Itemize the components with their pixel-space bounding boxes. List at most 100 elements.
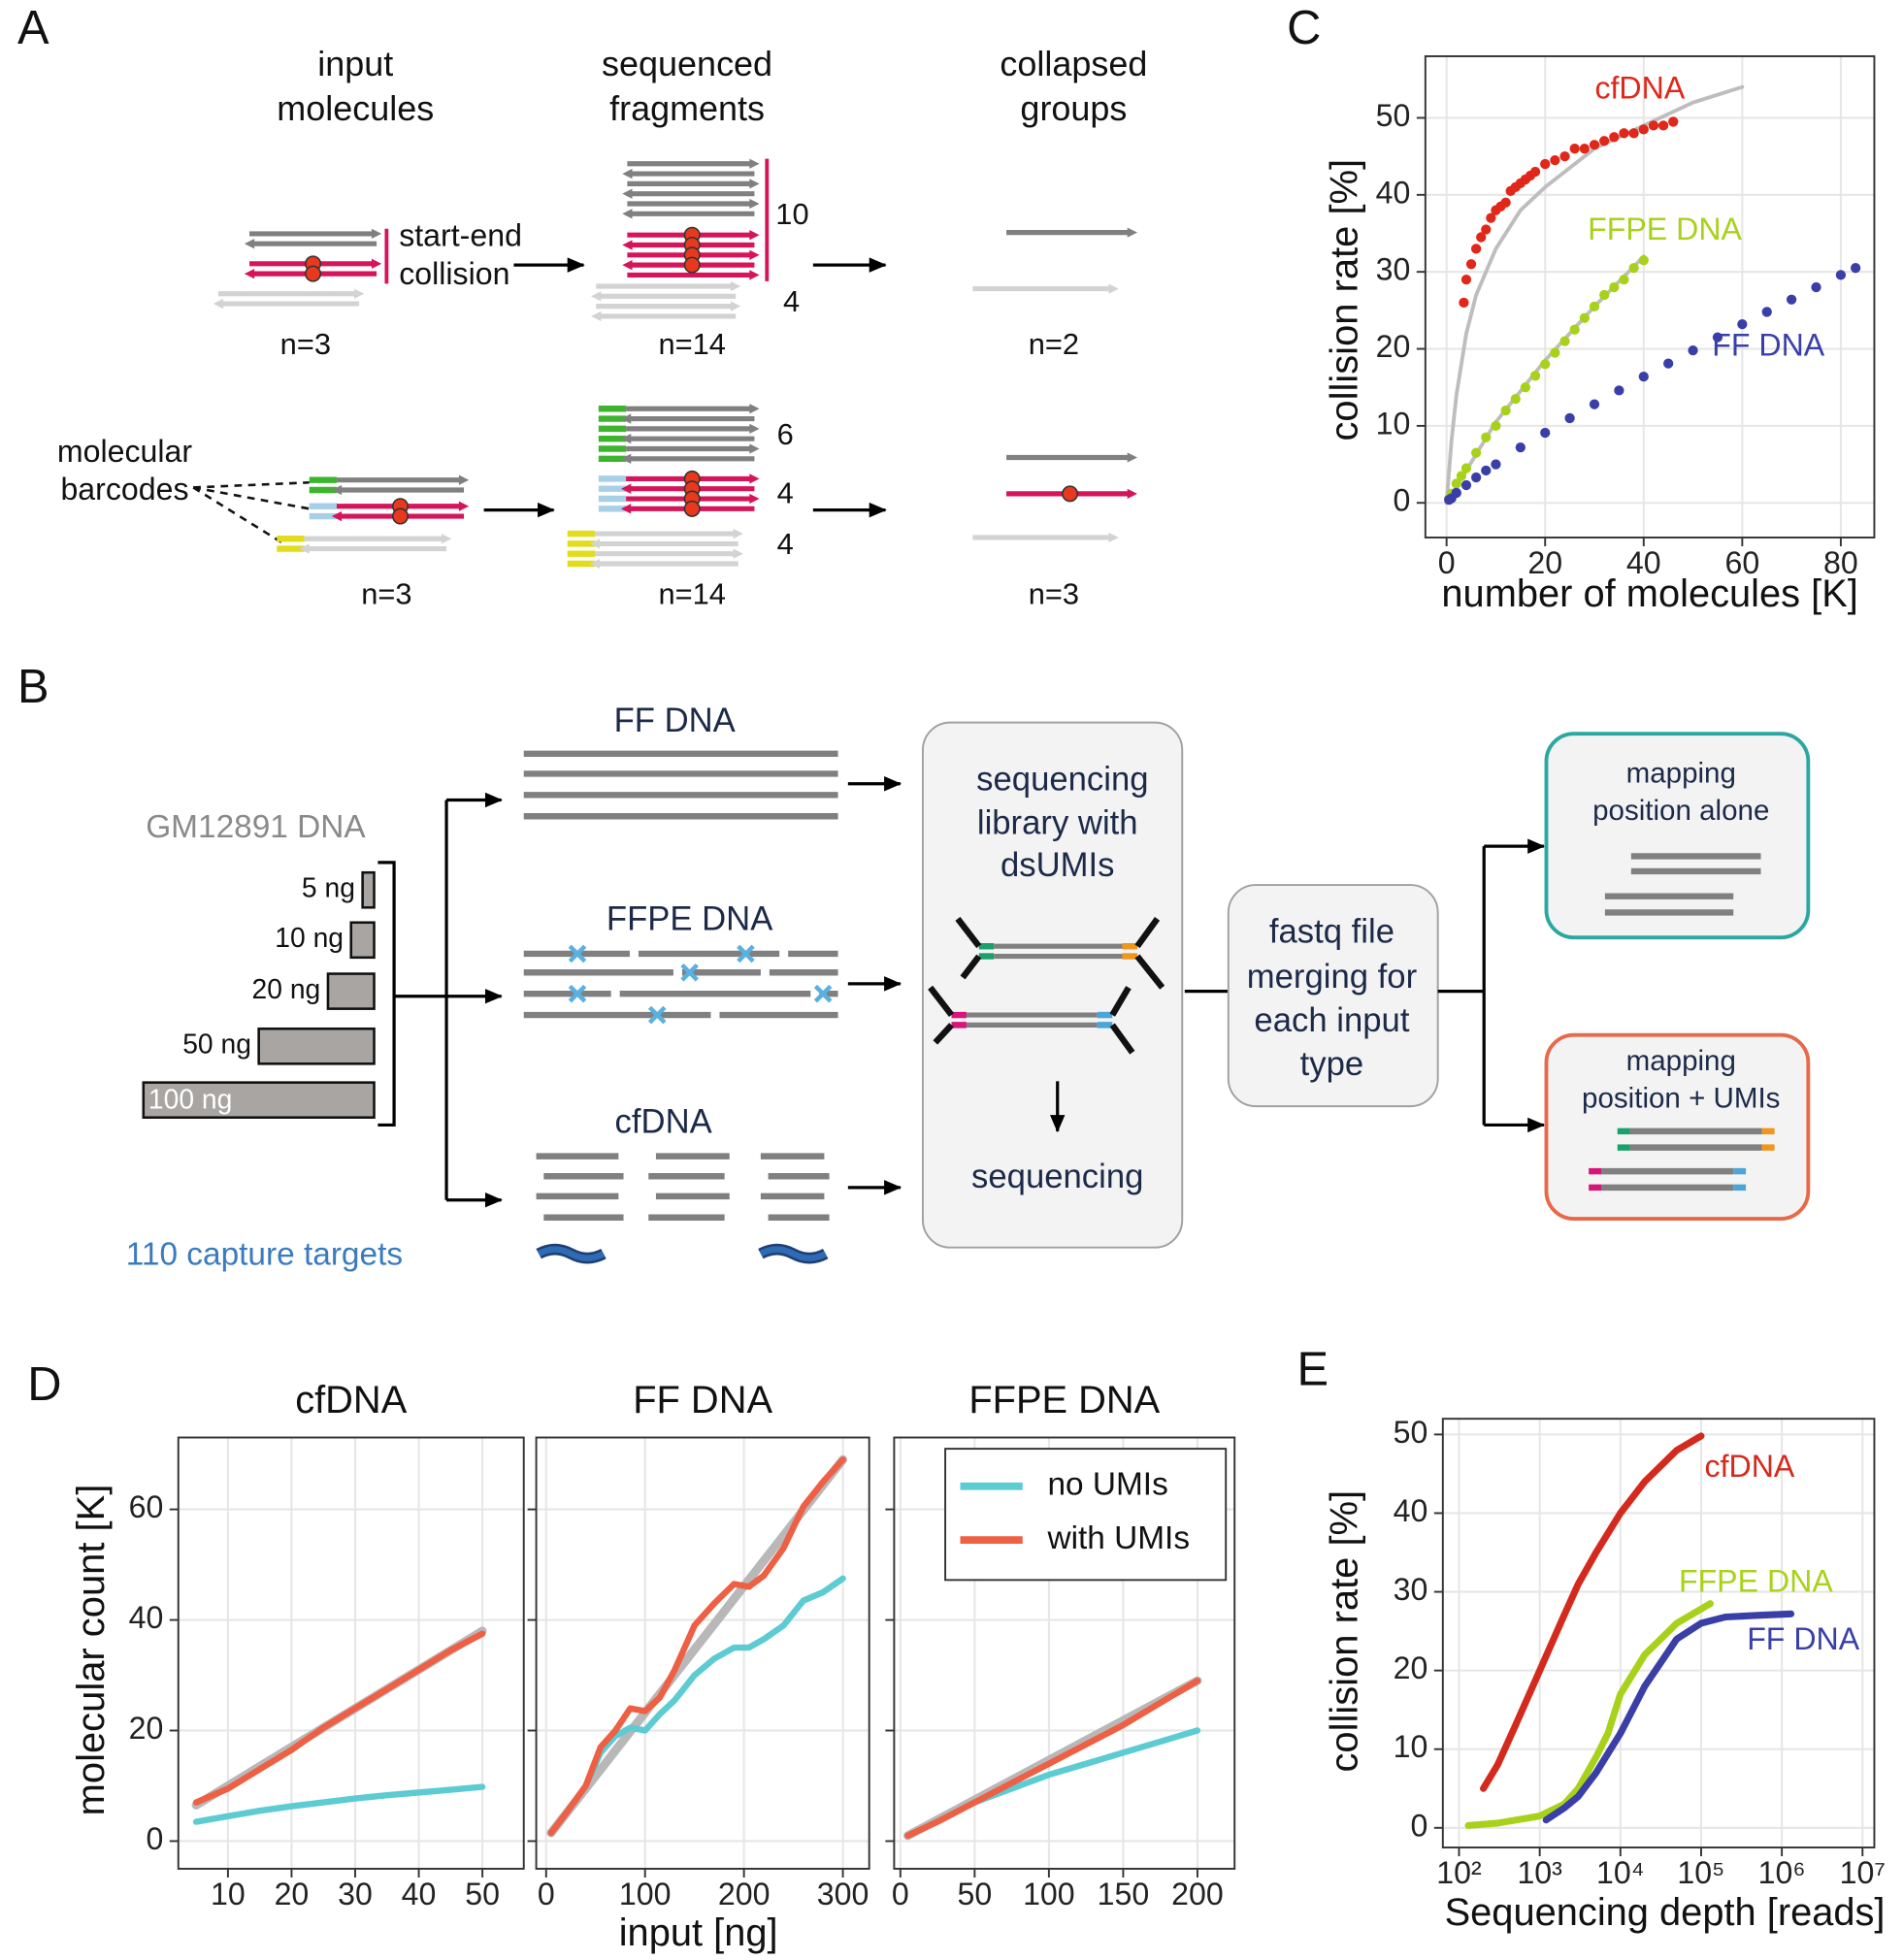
damage-mark bbox=[737, 944, 755, 964]
data-point bbox=[1619, 128, 1629, 139]
strand-head bbox=[1127, 452, 1137, 463]
data-point bbox=[1470, 244, 1482, 254]
legend-label: with UMIs bbox=[1046, 1520, 1190, 1556]
strand-head bbox=[733, 548, 743, 559]
y-tick-label: 40 bbox=[129, 1600, 164, 1635]
strand-head bbox=[622, 168, 633, 180]
data-point bbox=[1500, 197, 1511, 208]
data-point bbox=[1451, 478, 1461, 489]
x-tick-label: 80 bbox=[1823, 545, 1858, 580]
strand-head bbox=[1127, 227, 1137, 238]
x-tick-label: 10⁵ bbox=[1677, 1855, 1724, 1890]
strand-head bbox=[589, 539, 601, 549]
data-point bbox=[1638, 255, 1649, 266]
connector bbox=[394, 800, 448, 1200]
amount-bar bbox=[142, 1081, 376, 1119]
strand-head bbox=[244, 268, 255, 279]
y-tick-label: 0 bbox=[146, 1821, 163, 1856]
data-point bbox=[1559, 336, 1570, 346]
label: dsUMIs bbox=[1001, 847, 1115, 884]
strand-head bbox=[749, 198, 760, 210]
collision-dot bbox=[305, 265, 322, 282]
strand-head bbox=[331, 510, 343, 522]
x-tick-label: 10⁷ bbox=[1840, 1855, 1886, 1890]
x-tick-label: 10⁴ bbox=[1596, 1855, 1645, 1890]
capture-probe bbox=[759, 1246, 828, 1261]
data-point bbox=[1668, 116, 1679, 127]
label: n=2 bbox=[1029, 327, 1079, 361]
plot-border bbox=[1441, 1418, 1876, 1849]
y-tick-label: 60 bbox=[129, 1489, 164, 1524]
strand-head bbox=[731, 280, 741, 292]
strand-head bbox=[749, 443, 760, 454]
x-tick-label: 10² bbox=[1436, 1855, 1482, 1890]
y-tick-label: 30 bbox=[1394, 1572, 1428, 1607]
series-line bbox=[1480, 1432, 1705, 1792]
data-point bbox=[1540, 427, 1551, 439]
plot-border bbox=[1424, 55, 1876, 539]
strand-head bbox=[622, 259, 633, 271]
facet-title: FFPE DNA bbox=[968, 1379, 1160, 1421]
x-tick-label: 200 bbox=[718, 1877, 771, 1911]
data-point bbox=[1540, 158, 1551, 170]
series-label: FF DNA bbox=[1712, 328, 1825, 363]
panel-label: C bbox=[1287, 2, 1321, 54]
x-tick-label: 0 bbox=[538, 1877, 555, 1911]
column-header: groups bbox=[1020, 88, 1127, 128]
data-point bbox=[1491, 420, 1501, 432]
strand-head bbox=[591, 310, 602, 322]
series-line bbox=[192, 1630, 486, 1806]
plot-background bbox=[536, 1437, 869, 1869]
data-point bbox=[1486, 212, 1496, 223]
x-axis-title: input [ng] bbox=[619, 1911, 778, 1954]
y-tick-label: 0 bbox=[1411, 1808, 1428, 1843]
y-tick-label: 40 bbox=[1394, 1493, 1428, 1528]
strand-head bbox=[591, 291, 602, 302]
amount-bar bbox=[349, 921, 376, 960]
data-point bbox=[1663, 358, 1674, 369]
strand-head bbox=[1108, 283, 1119, 294]
label: cfDNA bbox=[615, 1103, 713, 1140]
data-point bbox=[1529, 166, 1541, 178]
data-point bbox=[1529, 371, 1541, 381]
data-point bbox=[1609, 281, 1620, 293]
data-point bbox=[1569, 144, 1580, 154]
x-tick-label: 20 bbox=[275, 1877, 310, 1911]
strand-head bbox=[749, 249, 760, 260]
strand-head bbox=[371, 228, 382, 240]
series-line bbox=[547, 1456, 846, 1837]
amount-label: 50 ng bbox=[182, 1029, 251, 1060]
data-point bbox=[1614, 385, 1624, 396]
label: n=3 bbox=[361, 577, 411, 611]
shape bbox=[192, 486, 310, 510]
strand-head bbox=[749, 404, 760, 414]
box bbox=[1227, 884, 1439, 1108]
data-point bbox=[1786, 294, 1797, 305]
data-point bbox=[1559, 150, 1570, 162]
y-axis-title: molecular count [K] bbox=[70, 1485, 113, 1816]
label: 10 bbox=[775, 197, 808, 231]
data-point bbox=[1638, 124, 1649, 135]
data-point bbox=[1481, 432, 1492, 442]
data-point bbox=[1470, 472, 1482, 483]
plot-background bbox=[178, 1437, 524, 1869]
data-point bbox=[1688, 344, 1698, 356]
data-point bbox=[1550, 347, 1560, 358]
y-axis-title: collision rate [%] bbox=[1323, 159, 1365, 441]
label: n=14 bbox=[658, 327, 725, 361]
damage-mark bbox=[680, 963, 699, 982]
data-point bbox=[1550, 154, 1560, 166]
label: collision bbox=[399, 256, 509, 291]
strand-head bbox=[1127, 488, 1137, 500]
data-point bbox=[1491, 459, 1501, 470]
label: merging for bbox=[1247, 959, 1417, 996]
strand-head bbox=[331, 484, 343, 496]
x-tick-label: 50 bbox=[465, 1877, 500, 1911]
amount-label: 100 ng bbox=[148, 1083, 232, 1114]
data-point bbox=[1465, 259, 1477, 270]
y-tick-label: 10 bbox=[1394, 1729, 1428, 1764]
label: 6 bbox=[777, 417, 794, 451]
x-tick-label: 10³ bbox=[1517, 1855, 1562, 1890]
data-point bbox=[1481, 465, 1492, 476]
